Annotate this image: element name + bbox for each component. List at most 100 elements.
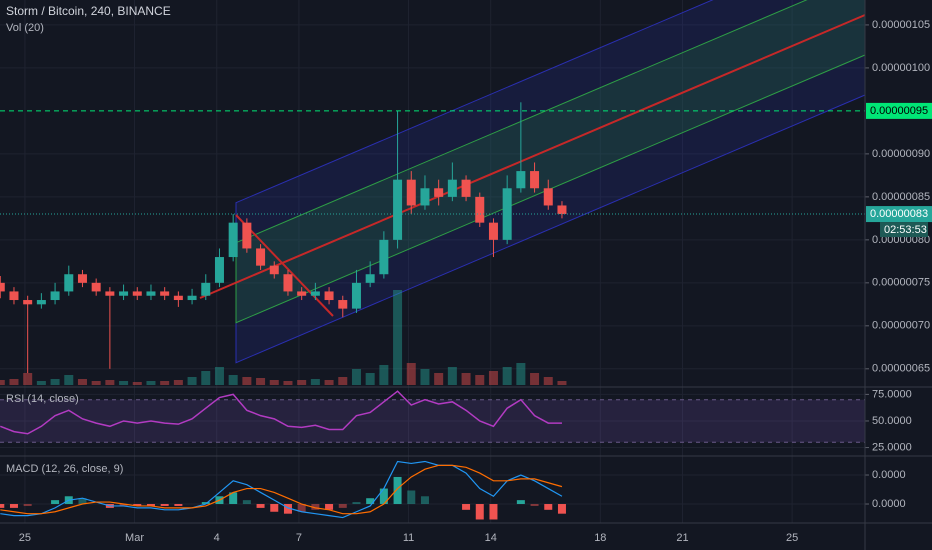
volume-bar <box>9 379 19 385</box>
volume-bar <box>475 375 485 385</box>
volume-bar <box>0 380 5 385</box>
y-tick-label: 0.00000085 <box>872 191 930 203</box>
volume-bar <box>64 375 74 385</box>
macd-histogram-bar <box>462 504 471 510</box>
candle-body <box>132 291 142 296</box>
macd-histogram-bar <box>407 490 416 505</box>
candle-body <box>557 205 567 215</box>
x-tick-label: 25 <box>19 532 31 544</box>
x-tick-label: 21 <box>676 532 688 544</box>
candle-body <box>475 196 485 223</box>
volume-bar <box>516 363 526 385</box>
candle-body <box>214 257 224 283</box>
volume-bar <box>119 381 129 385</box>
volume-bar <box>228 375 238 385</box>
volume-bar <box>310 379 320 385</box>
macd-histogram-bar <box>475 504 484 520</box>
volume-bar <box>36 381 46 385</box>
volume-bar <box>530 373 540 385</box>
volume-bar <box>324 380 334 385</box>
candle-body <box>543 188 553 206</box>
macd-histogram-bar <box>297 504 306 512</box>
macd-histogram-bar <box>78 498 87 505</box>
macd-title: MACD (12, 26, close, 9) <box>6 463 123 475</box>
candle-body <box>420 188 430 206</box>
candle-body <box>91 282 101 292</box>
candle-body <box>64 274 74 292</box>
candle-body <box>283 274 293 292</box>
volume-bar <box>365 373 375 385</box>
x-tick-label: 18 <box>594 532 606 544</box>
volume-bar <box>338 377 348 385</box>
volume-bar <box>557 381 567 385</box>
macd-histogram-bar <box>270 504 279 512</box>
candle-body <box>160 291 170 296</box>
rsi-band <box>0 399 865 443</box>
macd-histogram-bar <box>23 504 32 506</box>
y-tick-label: 75.0000 <box>872 388 912 400</box>
x-tick-label: 14 <box>485 532 497 544</box>
candle-body <box>23 300 33 305</box>
volume-bar <box>351 369 361 385</box>
y-tick-label: 0.00000065 <box>872 363 930 375</box>
candle-body <box>173 295 183 301</box>
macd-histogram-bar <box>393 476 402 505</box>
volume-bar <box>502 367 512 385</box>
candle-body <box>516 171 526 189</box>
macd-histogram-bar <box>489 504 498 520</box>
candle-body <box>310 291 320 296</box>
chart-title: Storm / Bitcoin, 240, BINANCE <box>6 4 171 18</box>
volume-bar <box>393 290 403 385</box>
macd-histogram-bar <box>0 504 5 508</box>
y-tick-label: 25.0000 <box>872 441 912 453</box>
volume-bar <box>187 377 197 385</box>
y-tick-label: 0.0000 <box>872 469 906 481</box>
x-tick-label: 4 <box>214 532 220 544</box>
candle-body <box>146 291 156 296</box>
candle-body <box>187 295 197 301</box>
alert-label-box <box>866 102 932 119</box>
candle-body <box>256 248 266 266</box>
candle-body <box>119 291 129 296</box>
candle-body <box>393 179 403 240</box>
last-price-label: 0.00000083 <box>870 208 928 220</box>
rsi-title: RSI (14, close) <box>6 393 79 405</box>
candle-body <box>105 291 115 296</box>
y-tick-label: 0.00000105 <box>872 19 930 31</box>
volume-bar <box>447 367 457 385</box>
macd-histogram-bar <box>256 504 265 508</box>
plot: 25 Mar 4 7 11 14 18 21 25 0.00000065 0.00000070 0.0… <box>0 19 932 544</box>
alert-label: 0.00000095 <box>870 105 928 117</box>
candle-body <box>201 282 211 296</box>
x-tick-label: Mar <box>125 532 144 544</box>
volume-bar <box>146 381 156 385</box>
volume-bar <box>434 373 444 385</box>
volume-bar <box>50 379 60 385</box>
macd-histogram-bar <box>229 492 238 505</box>
volume-bar <box>461 373 471 385</box>
macd-histogram-bar <box>283 504 292 514</box>
volume-bar <box>173 380 183 385</box>
candle-body <box>242 222 252 249</box>
macd-line <box>0 460 563 519</box>
volume-title: Vol (20) <box>6 22 44 34</box>
y-tick-label: 0.00000090 <box>872 148 930 160</box>
volume-bar <box>256 378 266 385</box>
candle-body <box>530 171 540 189</box>
trend-line <box>235 214 334 317</box>
macd-histogram-bar <box>338 504 347 508</box>
candle-body <box>324 291 334 301</box>
candle-body <box>269 265 279 275</box>
candle-body <box>228 222 238 258</box>
volume-bar <box>132 382 142 385</box>
grid <box>0 0 865 523</box>
volume-bar <box>23 373 33 385</box>
last-price-box <box>866 206 932 223</box>
candle-body <box>9 291 19 301</box>
macd-histogram-bar <box>51 500 60 505</box>
macd-histogram-bar <box>133 504 142 506</box>
macd-histogram-bar <box>366 498 375 505</box>
rsi-line <box>0 390 562 435</box>
